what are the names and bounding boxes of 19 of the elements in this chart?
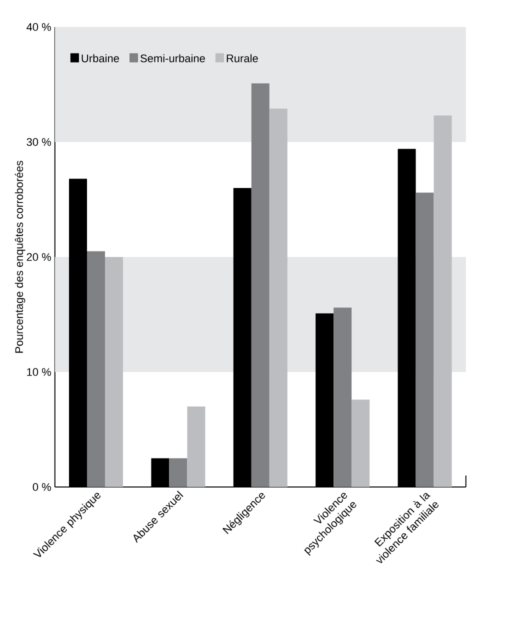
y-tick-label: 0 % (32, 483, 51, 491)
legend-label: Urbaine (82, 54, 119, 62)
bar (105, 256, 123, 487)
legend-label: Rurale (226, 54, 258, 62)
bar (352, 400, 370, 487)
bar (187, 406, 206, 487)
bar (334, 308, 352, 487)
y-tick-label: 30 % (26, 138, 51, 146)
bar (87, 251, 105, 487)
bar (434, 116, 452, 487)
bar (416, 192, 434, 487)
bar (169, 458, 188, 487)
bar (269, 108, 288, 487)
y-tick-label: 10 % (27, 368, 51, 376)
y-tick-label: 40 % (26, 23, 51, 31)
y-tick-label: 20 % (26, 253, 51, 261)
legend-label: Semi-urbaine (140, 54, 205, 62)
bar (251, 83, 270, 487)
y-axis-title: Pourcentage des enquêtes corroborées (14, 160, 26, 353)
